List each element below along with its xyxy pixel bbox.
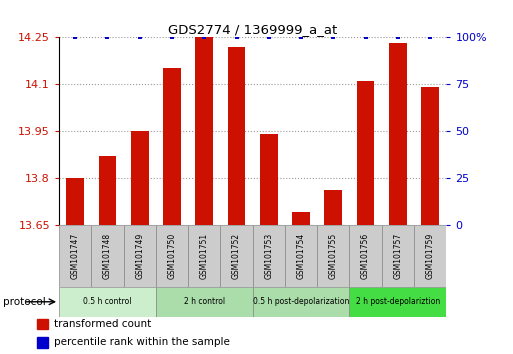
Point — [103, 34, 111, 40]
Bar — [285, 225, 317, 287]
Point — [362, 34, 370, 40]
Point — [200, 34, 208, 40]
Bar — [188, 225, 221, 287]
Text: transformed count: transformed count — [54, 319, 151, 329]
Bar — [382, 225, 414, 287]
Bar — [252, 287, 349, 317]
Bar — [252, 225, 285, 287]
Bar — [292, 212, 310, 225]
Bar — [421, 87, 439, 225]
Bar — [124, 225, 156, 287]
Text: GSM101757: GSM101757 — [393, 233, 402, 279]
Bar — [59, 287, 156, 317]
Point — [135, 34, 144, 40]
Bar — [414, 225, 446, 287]
Text: GSM101750: GSM101750 — [167, 233, 176, 279]
Bar — [131, 131, 149, 225]
Point — [329, 34, 338, 40]
Bar — [317, 225, 349, 287]
Text: GSM101754: GSM101754 — [297, 233, 306, 279]
Text: 0.5 h post-depolarization: 0.5 h post-depolarization — [253, 297, 349, 306]
Point — [168, 34, 176, 40]
Title: GDS2774 / 1369999_a_at: GDS2774 / 1369999_a_at — [168, 23, 337, 36]
Text: GSM101751: GSM101751 — [200, 233, 209, 279]
Point — [265, 34, 273, 40]
Text: 0.5 h control: 0.5 h control — [83, 297, 132, 306]
Text: 2 h post-depolariztion: 2 h post-depolariztion — [356, 297, 440, 306]
Text: protocol: protocol — [3, 297, 45, 307]
Point — [71, 34, 79, 40]
Text: GSM101748: GSM101748 — [103, 233, 112, 279]
Bar — [91, 225, 124, 287]
Text: GSM101749: GSM101749 — [135, 233, 144, 279]
Bar — [324, 190, 342, 225]
Bar — [349, 287, 446, 317]
Bar — [357, 81, 374, 225]
Bar — [59, 225, 91, 287]
Text: 2 h control: 2 h control — [184, 297, 225, 306]
Bar — [260, 134, 278, 225]
Text: percentile rank within the sample: percentile rank within the sample — [54, 337, 230, 348]
Bar — [156, 225, 188, 287]
Bar — [221, 225, 252, 287]
Bar — [228, 46, 245, 225]
Bar — [156, 287, 252, 317]
Bar — [66, 178, 84, 225]
Text: GSM101747: GSM101747 — [71, 233, 80, 279]
Bar — [195, 37, 213, 225]
Text: GSM101756: GSM101756 — [361, 233, 370, 279]
Bar — [349, 225, 382, 287]
Point — [297, 34, 305, 40]
Text: GSM101759: GSM101759 — [426, 233, 435, 279]
Bar — [98, 156, 116, 225]
Text: GSM101752: GSM101752 — [232, 233, 241, 279]
Text: GSM101753: GSM101753 — [264, 233, 273, 279]
Bar — [37, 337, 48, 348]
Point — [426, 34, 435, 40]
Text: GSM101755: GSM101755 — [329, 233, 338, 279]
Point — [232, 34, 241, 40]
Point — [394, 34, 402, 40]
Bar — [389, 44, 407, 225]
Bar — [163, 68, 181, 225]
Bar — [37, 319, 48, 329]
